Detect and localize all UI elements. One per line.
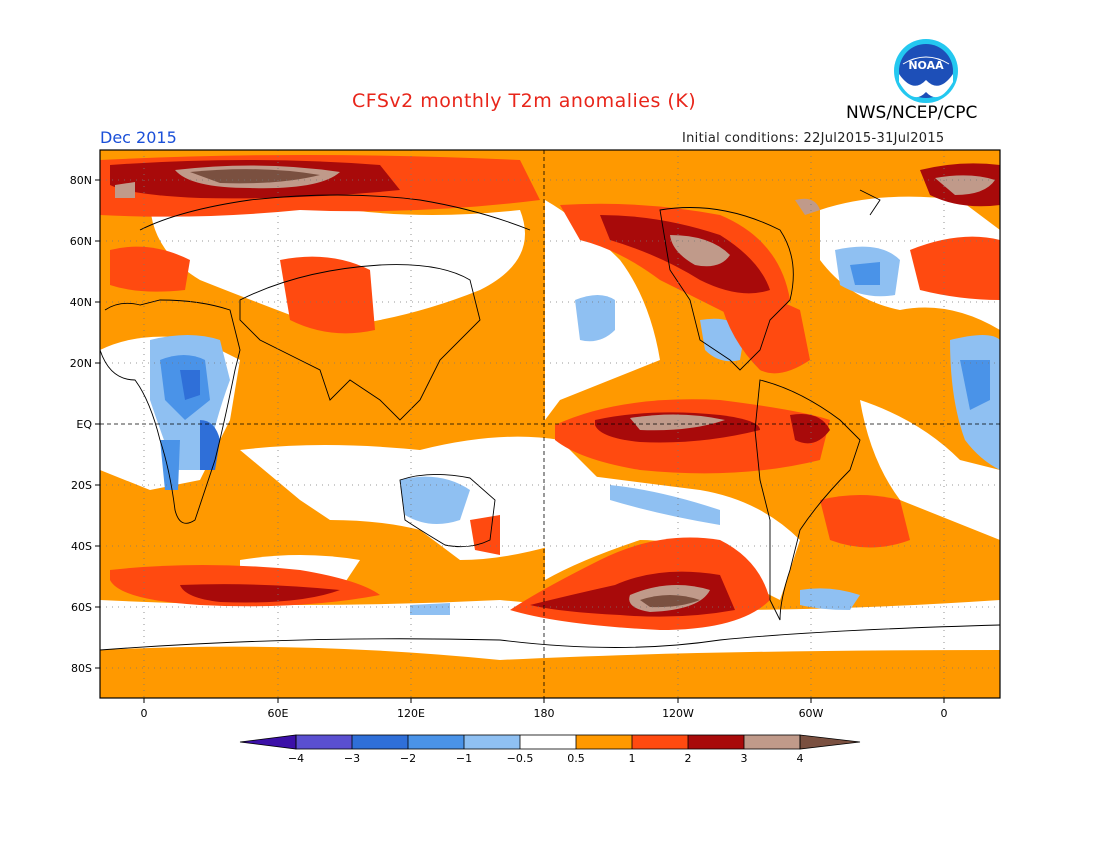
colorbar-segment — [464, 735, 520, 749]
colorbar-label: −0.5 — [507, 752, 534, 765]
colorbar-segment — [744, 735, 800, 749]
colorbar-segment — [352, 735, 408, 749]
lat-label-20n: 20N — [70, 357, 92, 370]
lat-label-40s: 40S — [71, 540, 92, 553]
lat-label-40n: 40N — [70, 296, 92, 309]
lon-label-180: 180 — [534, 707, 555, 720]
valid-month-label: Dec 2015 — [100, 128, 177, 147]
lon-label-120e: 120E — [397, 707, 425, 720]
colorbar: −4 −3 −2 −1 −0.5 0.5 1 2 3 4 — [239, 734, 861, 765]
colorbar-label: −1 — [456, 752, 472, 765]
lat-label-80s: 80S — [71, 662, 92, 675]
anomaly-field — [100, 150, 1000, 698]
lon-label-120w: 120W — [662, 707, 694, 720]
colorbar-label: 1 — [629, 752, 636, 765]
colorbar-label: 3 — [741, 752, 748, 765]
coastlines — [100, 189, 1000, 651]
svg-text:NOAA: NOAA — [908, 59, 944, 72]
noaa-logo-icon: NOAA — [894, 39, 958, 103]
colorbar-segment — [632, 735, 688, 749]
organization-label: NWS/NCEP/CPC — [846, 103, 978, 123]
colorbar-label: −4 — [288, 752, 304, 765]
graticule — [100, 150, 1000, 698]
colorbar-label: 4 — [797, 752, 804, 765]
lat-label-80n: 80N — [70, 174, 92, 187]
colorbar-segment — [296, 735, 352, 749]
lat-label-eq: EQ — [76, 418, 92, 431]
colorbar-low-arrow — [240, 735, 296, 749]
colorbar-label: −3 — [344, 752, 360, 765]
colorbar-segment — [576, 735, 632, 749]
lat-label-60s: 60S — [71, 601, 92, 614]
colorbar-segment — [520, 735, 576, 749]
map-title: CFSv2 monthly T2m anomalies (K) — [352, 90, 697, 112]
colorbar-label: 2 — [685, 752, 692, 765]
lat-label-60n: 60N — [70, 235, 92, 248]
lon-label-60w: 60W — [799, 707, 824, 720]
lon-label-0-east: 0 — [941, 707, 948, 720]
colorbar-segment — [688, 735, 744, 749]
colorbar-segment — [408, 735, 464, 749]
colorbar-label: 0.5 — [567, 752, 585, 765]
lon-label-0: 0 — [141, 707, 148, 720]
lon-label-60e: 60E — [268, 707, 289, 720]
colorbar-high-arrow — [800, 735, 860, 749]
lat-label-20s: 20S — [71, 479, 92, 492]
colorbar-label: −2 — [400, 752, 416, 765]
initial-conditions-label: Initial conditions: 22Jul2015-31Jul2015 — [682, 131, 945, 146]
